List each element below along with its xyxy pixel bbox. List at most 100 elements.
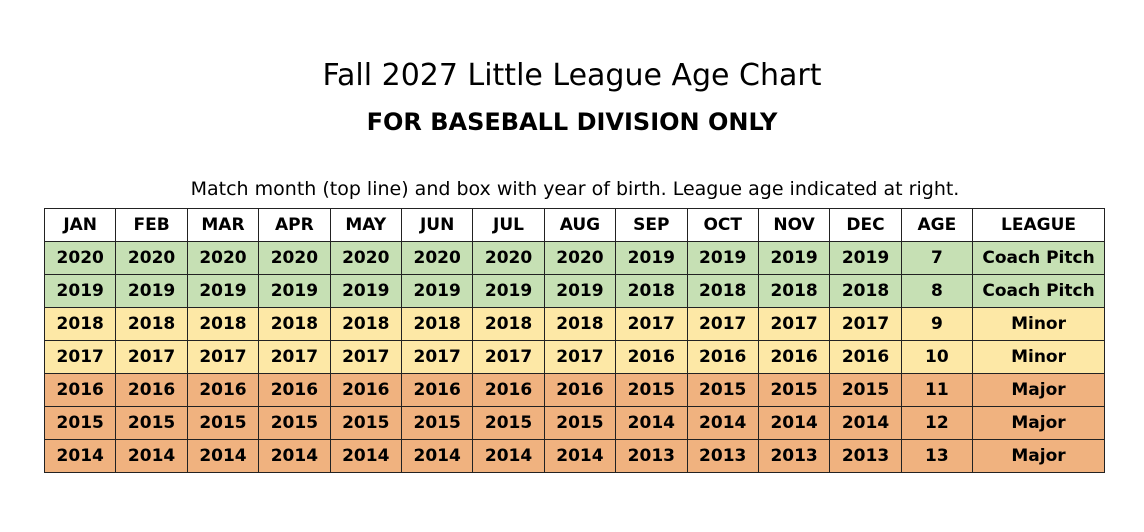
table-cell: 2017 — [186, 340, 260, 374]
table-cell: 2014 — [115, 439, 188, 473]
table-cell: Coach Pitch — [972, 274, 1105, 308]
table-cell: 2013 — [686, 439, 759, 473]
table-cell: 2017 — [543, 340, 617, 374]
table-cell: 2020 — [186, 241, 260, 275]
table-cell: 2014 — [543, 439, 617, 473]
table-row: 2016 2016 2016 2016 2016 2016 2016 2016 2015 2015… — [43, 373, 1105, 407]
table-cell: 2020 — [329, 241, 402, 275]
table-cell: 2018 — [686, 274, 759, 308]
table-cell: 2013 — [615, 439, 688, 473]
header-cell: DEC — [829, 208, 902, 242]
table-cell: 2014 — [686, 406, 759, 440]
table-cell: 2017 — [43, 340, 117, 374]
header-cell: AUG — [543, 208, 617, 242]
table-cell: 2016 — [400, 373, 474, 407]
table-cell: 2015 — [186, 406, 260, 440]
table-cell: 8 — [900, 274, 974, 308]
header-row: JAN FEB MAR APR MAY JUN JUL AUG SEP OCT NOV DEC AGE L… — [43, 208, 1105, 242]
table-cell: 2016 — [115, 373, 188, 407]
table-cell: 2019 — [329, 274, 402, 308]
table-cell: 2019 — [258, 274, 331, 308]
table-row: 2014 2014 2014 2014 2014 2014 2014 2014 2013 2013… — [43, 439, 1105, 473]
header-cell: NOV — [757, 208, 831, 242]
header-cell: SEP — [615, 208, 688, 242]
table-row: 2015 2015 2015 2015 2015 2015 2015 2015 2014 2014… — [43, 406, 1105, 440]
table-cell: 2015 — [115, 406, 188, 440]
table-cell: 2013 — [757, 439, 831, 473]
table-cell: Major — [972, 439, 1105, 473]
header-cell: MAR — [186, 208, 260, 242]
table-row: 2019 2019 2019 2019 2019 2019 2019 2019 2018 2018… — [43, 274, 1105, 308]
table-cell: 2017 — [258, 340, 331, 374]
table-cell: 2014 — [757, 406, 831, 440]
table-cell: 2014 — [258, 439, 331, 473]
table-cell: 2016 — [686, 340, 759, 374]
table-cell: 2016 — [258, 373, 331, 407]
table-cell: 9 — [900, 307, 974, 341]
table-cell: 2015 — [400, 406, 474, 440]
table-cell: Major — [972, 373, 1105, 407]
table-cell: 2015 — [258, 406, 331, 440]
table-row: 2018 2018 2018 2018 2018 2018 2018 2018 2017 2017… — [43, 307, 1105, 341]
table-cell: 2015 — [615, 373, 688, 407]
table-cell: 2020 — [400, 241, 474, 275]
table-cell: 2015 — [829, 373, 902, 407]
subtitle: FOR BASEBALL DIVISION ONLY — [366, 108, 778, 136]
table-cell: 2017 — [115, 340, 188, 374]
table-cell: 2015 — [686, 373, 759, 407]
table-cell: 2020 — [543, 241, 617, 275]
table-header: JAN FEB MAR APR MAY JUN JUL AUG SEP OCT NOV DEC AGE L… — [43, 208, 1105, 242]
table-cell: 2017 — [472, 340, 545, 374]
table-cell: 2016 — [329, 373, 402, 407]
table-cell: 2018 — [757, 274, 831, 308]
table-cell: 2016 — [43, 373, 117, 407]
table-cell: 2016 — [757, 340, 831, 374]
table-cell: 2014 — [472, 439, 545, 473]
table-cell: 2014 — [829, 406, 902, 440]
table-cell: 11 — [900, 373, 974, 407]
table-cell: 2018 — [186, 307, 260, 341]
table-cell: 2019 — [43, 274, 117, 308]
table-cell: 2016 — [543, 373, 617, 407]
instruction: Match month (top line) and box with year… — [190, 178, 960, 200]
table-cell: 2018 — [258, 307, 331, 341]
table-cell: Minor — [972, 340, 1105, 374]
age-table: JAN FEB MAR APR MAY JUN JUL AUG SEP OCT NOV DEC AGE L… — [43, 208, 1105, 473]
table-cell: 2019 — [472, 274, 545, 308]
table-cell: Major — [972, 406, 1105, 440]
table-cell: 2014 — [186, 439, 260, 473]
table-cell: 13 — [900, 439, 974, 473]
table-cell: 2013 — [829, 439, 902, 473]
header-cell: OCT — [686, 208, 759, 242]
header-cell: FEB — [115, 208, 188, 242]
table-cell: 2014 — [615, 406, 688, 440]
table-cell: 2015 — [543, 406, 617, 440]
table-cell: 7 — [900, 241, 974, 275]
table-cell: 2015 — [43, 406, 117, 440]
table-cell: Coach Pitch — [972, 241, 1105, 275]
table-cell: 2019 — [829, 241, 902, 275]
table-cell: 2020 — [258, 241, 331, 275]
table-cell: 2016 — [829, 340, 902, 374]
table-cell: 2019 — [543, 274, 617, 308]
table-cell: 2018 — [43, 307, 117, 341]
table-cell: 2018 — [329, 307, 402, 341]
table-cell: 2014 — [43, 439, 117, 473]
table-cell: 2018 — [115, 307, 188, 341]
header-cell: JAN — [43, 208, 117, 242]
table-cell: 2016 — [186, 373, 260, 407]
table-cell: 12 — [900, 406, 974, 440]
table-body: 2020 2020 2020 2020 2020 2020 2020 2020 2019 2019… — [43, 241, 1105, 473]
table-cell: 2018 — [400, 307, 474, 341]
table-cell: 2018 — [615, 274, 688, 308]
table-cell: 2016 — [472, 373, 545, 407]
header-cell: JUL — [472, 208, 545, 242]
table-cell: 2020 — [472, 241, 545, 275]
table-row: 2017 2017 2017 2017 2017 2017 2017 2017 2016 2016… — [43, 340, 1105, 374]
table-cell: 2018 — [472, 307, 545, 341]
table-cell: 2014 — [400, 439, 474, 473]
table-row: 2020 2020 2020 2020 2020 2020 2020 2020 2019 2019… — [43, 241, 1105, 275]
table-cell: 2017 — [329, 340, 402, 374]
table-cell: 2020 — [115, 241, 188, 275]
